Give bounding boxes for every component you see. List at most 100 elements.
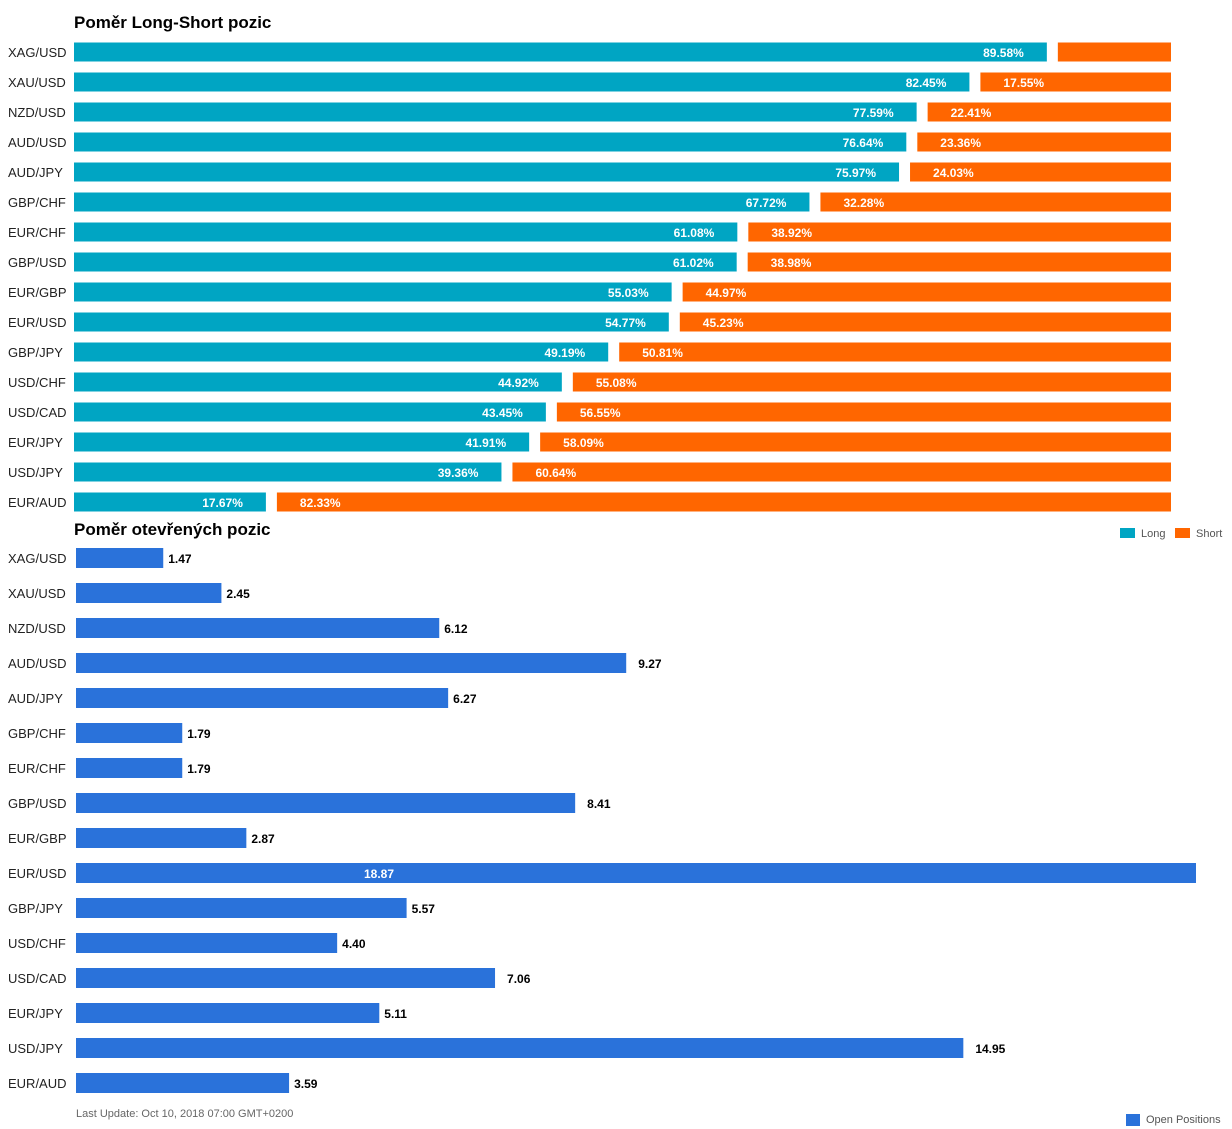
open-positions-value-label-gbp-jpy: 5.57: [412, 902, 436, 916]
long-value-label-gbp-usd: 61.02%: [673, 256, 714, 270]
legend-swatch-short: [1175, 528, 1190, 538]
open-positions-value-label-eur-chf: 1.79: [187, 762, 211, 776]
open-category-label-nzd-usd: NZD/USD: [8, 621, 66, 636]
short-value-label-eur-chf: 38.92%: [771, 226, 812, 240]
open-positions-bar-eur-usd: [76, 863, 1196, 883]
open-category-label-eur-jpy: EUR/JPY: [8, 1006, 63, 1021]
open-positions-bar-usd-cad: [76, 968, 496, 988]
open-category-label-eur-chf: EUR/CHF: [8, 761, 66, 776]
short-value-label-eur-gbp: 44.97%: [706, 286, 747, 300]
category-label-usd-jpy: USD/JPY: [8, 465, 63, 480]
legend-swatch-open-positions: [1126, 1114, 1140, 1126]
category-label-gbp-chf: GBP/CHF: [8, 195, 66, 210]
open-category-label-eur-usd: EUR/USD: [8, 866, 67, 881]
category-label-gbp-usd: GBP/USD: [8, 255, 67, 270]
long-value-label-eur-gbp: 55.03%: [608, 286, 649, 300]
long-bar-eur-jpy: [74, 432, 530, 452]
open-category-label-aud-usd: AUD/USD: [8, 656, 67, 671]
open-positions-bar-eur-gbp: [76, 828, 247, 848]
short-value-label-eur-jpy: 58.09%: [563, 436, 604, 450]
long-value-label-xag-usd: 89.58%: [983, 46, 1024, 60]
last-update-footnote: Last Update: Oct 10, 2018 07:00 GMT+0200: [76, 1108, 293, 1120]
short-bar-gbp-chf: [820, 192, 1171, 212]
long-bar-usd-chf: [74, 372, 562, 392]
short-value-label-nzd-usd: 22.41%: [951, 106, 992, 120]
open-positions-bar-gbp-usd: [76, 793, 576, 813]
category-label-eur-usd: EUR/USD: [8, 315, 67, 330]
short-bar-eur-usd: [679, 312, 1171, 332]
long-value-label-xau-usd: 82.45%: [906, 76, 947, 90]
category-label-xau-usd: XAU/USD: [8, 75, 66, 90]
short-bar-xag-usd: [1057, 42, 1171, 62]
short-value-label-gbp-usd: 38.98%: [771, 256, 812, 270]
long-bar-xau-usd: [74, 72, 970, 92]
long-value-label-usd-cad: 43.45%: [482, 406, 523, 420]
long-bar-eur-aud: [74, 492, 266, 512]
short-value-label-gbp-chf: 32.28%: [843, 196, 884, 210]
category-label-eur-chf: EUR/CHF: [8, 225, 66, 240]
short-bar-usd-cad: [556, 402, 1171, 422]
open-positions-value-label-xau-usd: 2.45: [226, 587, 250, 601]
open-category-label-usd-chf: USD/CHF: [8, 936, 66, 951]
short-bar-usd-jpy: [512, 462, 1171, 482]
long-bar-xag-usd: [74, 42, 1047, 62]
open-positions-value-label-eur-aud: 3.59: [294, 1077, 318, 1091]
long-value-label-usd-chf: 44.92%: [498, 376, 539, 390]
open-positions-bar-usd-chf: [76, 933, 338, 953]
long-bar-usd-jpy: [74, 462, 502, 482]
category-label-eur-jpy: EUR/JPY: [8, 435, 63, 450]
open-positions-bar-aud-jpy: [76, 688, 449, 708]
long-value-label-eur-aud: 17.67%: [202, 496, 243, 510]
long-bar-eur-usd: [74, 312, 669, 332]
short-value-label-usd-jpy: 60.64%: [535, 466, 576, 480]
long-value-label-usd-jpy: 39.36%: [438, 466, 479, 480]
open-positions-chart: Poměr otevřených pozic XAG/USD 1.47 XAU/US…: [8, 520, 1221, 1126]
long-short-chart: Poměr Long-Short pozic XAG/USD 89.58% XAU/…: [8, 13, 1222, 540]
category-label-aud-usd: AUD/USD: [8, 135, 67, 150]
category-label-usd-chf: USD/CHF: [8, 375, 66, 390]
open-positions-value-label-eur-jpy: 5.11: [384, 1007, 407, 1021]
open-positions-bar-gbp-chf: [76, 723, 183, 743]
short-bar-gbp-jpy: [619, 342, 1171, 362]
long-value-label-eur-usd: 54.77%: [605, 316, 646, 330]
open-positions-value-label-usd-cad: 7.06: [507, 972, 531, 986]
short-bar-eur-chf: [748, 222, 1171, 242]
open-category-label-xag-usd: XAG/USD: [8, 551, 67, 566]
open-positions-value-label-gbp-chf: 1.79: [187, 727, 211, 741]
open-positions-legend: Open Positions: [1126, 1114, 1221, 1126]
open-positions-bar-usd-jpy: [76, 1038, 964, 1058]
short-value-label-gbp-jpy: 50.81%: [642, 346, 683, 360]
open-positions-value-label-eur-usd: 18.87: [364, 867, 394, 881]
legend-swatch-long: [1120, 528, 1135, 538]
long-bar-usd-cad: [74, 402, 546, 422]
short-value-label-aud-usd: 23.36%: [940, 136, 981, 150]
open-category-label-eur-aud: EUR/AUD: [8, 1076, 67, 1091]
long-short-legend: Long Short: [1120, 528, 1222, 540]
long-bar-aud-jpy: [74, 162, 900, 182]
open-positions-bar-aud-usd: [76, 653, 627, 673]
open-positions-value-label-xag-usd: 1.47: [168, 552, 192, 566]
long-bar-eur-chf: [74, 222, 738, 242]
open-positions-bar-eur-jpy: [76, 1003, 380, 1023]
open-positions-bar-eur-chf: [76, 758, 183, 778]
long-bar-nzd-usd: [74, 102, 917, 122]
open-positions-bar-eur-aud: [76, 1073, 290, 1093]
long-value-label-gbp-chf: 67.72%: [746, 196, 787, 210]
open-positions-value-label-usd-jpy: 14.95: [975, 1042, 1005, 1056]
open-positions-bar-nzd-usd: [76, 618, 440, 638]
short-bar-nzd-usd: [927, 102, 1171, 122]
category-label-gbp-jpy: GBP/JPY: [8, 345, 63, 360]
category-label-usd-cad: USD/CAD: [8, 405, 67, 420]
short-bar-eur-aud: [276, 492, 1171, 512]
short-bar-gbp-usd: [747, 252, 1171, 272]
category-label-eur-gbp: EUR/GBP: [8, 285, 67, 300]
long-value-label-eur-jpy: 41.91%: [465, 436, 506, 450]
category-label-xag-usd: XAG/USD: [8, 45, 67, 60]
long-value-label-aud-jpy: 75.97%: [835, 166, 876, 180]
short-value-label-eur-usd: 45.23%: [703, 316, 744, 330]
long-bar-gbp-chf: [74, 192, 810, 212]
short-value-label-eur-aud: 82.33%: [300, 496, 341, 510]
open-category-label-gbp-chf: GBP/CHF: [8, 726, 66, 741]
long-bar-gbp-usd: [74, 252, 737, 272]
